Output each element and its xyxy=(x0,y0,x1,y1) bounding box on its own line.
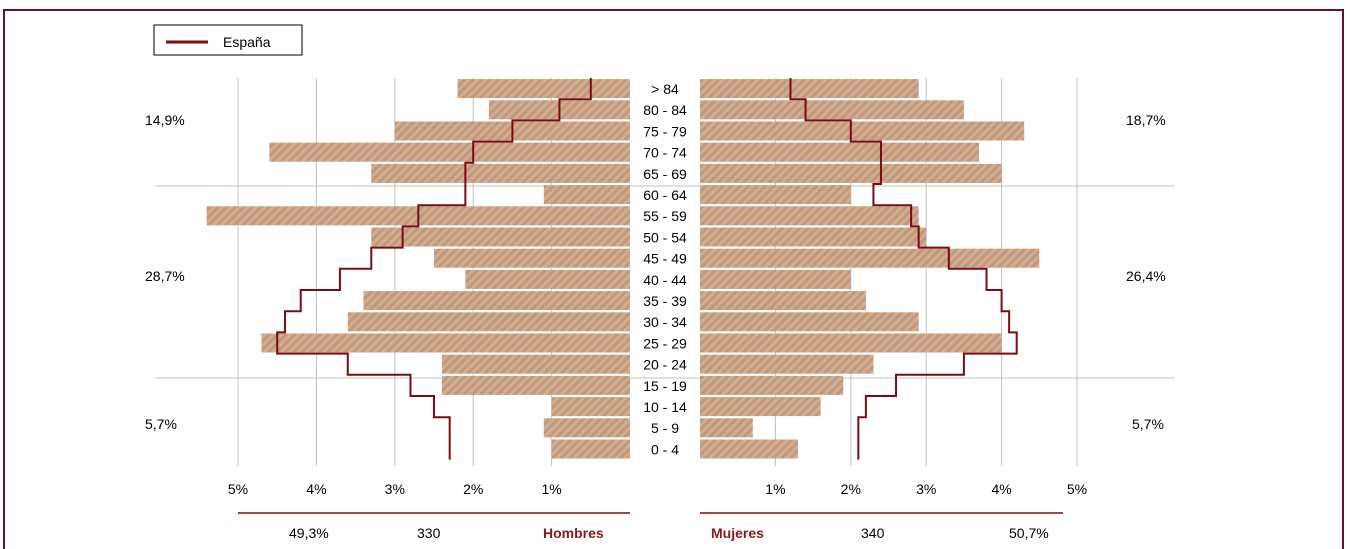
bar-mujeres-2 xyxy=(700,397,821,417)
bar-mujeres-5 xyxy=(700,333,1002,353)
x-tick-left-3: 2% xyxy=(463,481,483,497)
bar-mujeres-6 xyxy=(700,312,919,332)
bar-hombres-0 xyxy=(551,439,630,459)
bar-mujeres-16 xyxy=(700,100,964,120)
bar-mujeres-10 xyxy=(700,227,927,247)
bar-mujeres-1 xyxy=(700,418,753,438)
bar-hombres-4 xyxy=(441,354,630,374)
footer-mujeres-label: Mujeres xyxy=(711,525,764,541)
footer-mujeres-total: 50,7% xyxy=(1009,525,1049,541)
bar-mujeres-3 xyxy=(700,375,844,395)
footer-hombres-count: 330 xyxy=(417,525,441,541)
age-label-3: 15 - 19 xyxy=(643,378,687,394)
bar-hombres-9 xyxy=(434,248,630,268)
bar-mujeres-9 xyxy=(700,248,1040,268)
legend: España xyxy=(153,24,303,56)
bar-mujeres-4 xyxy=(700,354,874,374)
age-label-17: > 84 xyxy=(651,81,679,97)
age-label-12: 60 - 64 xyxy=(643,187,687,203)
chart-frame: España 0 - 4 5 - 9 10 - 14 15 - 19 20 - 24 25… xyxy=(3,9,1344,549)
bar-mujeres-8 xyxy=(700,269,851,289)
x-tick-left-4: 1% xyxy=(541,481,561,497)
bar-hombres-17 xyxy=(457,79,630,99)
age-label-16: 80 - 84 xyxy=(643,102,687,118)
age-label-13: 65 - 69 xyxy=(643,166,687,182)
group-label-left-young: 5,7% xyxy=(145,416,177,432)
age-label-9: 45 - 49 xyxy=(643,251,687,267)
bar-mujeres-13 xyxy=(700,163,1002,183)
age-label-11: 55 - 59 xyxy=(643,208,687,224)
bar-mujeres-7 xyxy=(700,291,866,311)
age-label-14: 70 - 74 xyxy=(643,145,687,161)
age-label-1: 5 - 9 xyxy=(651,420,679,436)
footer-mujeres-count: 340 xyxy=(861,525,885,541)
bar-mujeres-11 xyxy=(700,206,919,226)
x-tick-right-4: 5% xyxy=(1067,481,1087,497)
footer-hombres-total: 49,3% xyxy=(289,525,329,541)
legend-label: España xyxy=(223,34,271,50)
x-tick-left-2: 3% xyxy=(385,481,405,497)
bar-hombres-3 xyxy=(441,375,630,395)
age-labels: 0 - 4 5 - 9 10 - 14 15 - 19 20 - 24 25 - 29 30… xyxy=(643,81,687,457)
bar-hombres-5 xyxy=(261,333,630,353)
age-label-10: 50 - 54 xyxy=(643,229,687,245)
x-tick-labels: 5% 4% 3% 2% 1% 1% 2% 3% 4% 5% xyxy=(228,481,1087,497)
bar-hombres-1 xyxy=(543,418,630,438)
x-tick-right-3: 4% xyxy=(991,481,1011,497)
bar-mujeres-14 xyxy=(700,142,979,162)
bar-hombres-12 xyxy=(543,185,630,205)
x-tick-left-0: 5% xyxy=(228,481,248,497)
spain-line-hombres xyxy=(276,78,592,460)
x-tick-right-0: 1% xyxy=(765,481,785,497)
bar-mujeres-17 xyxy=(700,79,919,99)
group-label-left-mid: 28,7% xyxy=(145,268,185,284)
bar-hombres-2 xyxy=(551,397,630,417)
bar-hombres-13 xyxy=(371,163,630,183)
bar-hombres-6 xyxy=(347,312,630,332)
bars xyxy=(206,79,1040,459)
spain-line-mujeres xyxy=(789,78,1018,460)
legend-box xyxy=(153,24,303,56)
group-label-right-old: 18,7% xyxy=(1126,112,1166,128)
x-tick-left-1: 4% xyxy=(306,481,326,497)
spain-step-lines xyxy=(276,78,1018,460)
age-label-15: 75 - 79 xyxy=(643,123,687,139)
bar-mujeres-15 xyxy=(700,121,1025,141)
bar-hombres-8 xyxy=(465,269,630,289)
bar-hombres-7 xyxy=(363,291,630,311)
bar-mujeres-12 xyxy=(700,185,851,205)
age-label-6: 30 - 34 xyxy=(643,314,687,330)
bar-hombres-14 xyxy=(269,142,630,162)
bar-hombres-10 xyxy=(371,227,630,247)
x-tick-right-2: 3% xyxy=(916,481,936,497)
age-label-5: 25 - 29 xyxy=(643,335,687,351)
grid xyxy=(155,78,1175,466)
age-label-8: 40 - 44 xyxy=(643,272,687,288)
age-label-2: 10 - 14 xyxy=(643,399,687,415)
age-label-4: 20 - 24 xyxy=(643,357,687,373)
group-label-left-old: 14,9% xyxy=(145,112,185,128)
population-pyramid-chart: España 0 - 4 5 - 9 10 - 14 15 - 19 20 - 24 25… xyxy=(145,24,1175,541)
age-label-0: 0 - 4 xyxy=(651,441,679,457)
footer-hombres-label: Hombres xyxy=(543,525,604,541)
group-label-right-mid: 26,4% xyxy=(1126,268,1166,284)
age-label-7: 35 - 39 xyxy=(643,293,687,309)
group-label-right-young: 5,7% xyxy=(1132,416,1164,432)
bar-mujeres-0 xyxy=(700,439,799,459)
x-tick-right-1: 2% xyxy=(841,481,861,497)
